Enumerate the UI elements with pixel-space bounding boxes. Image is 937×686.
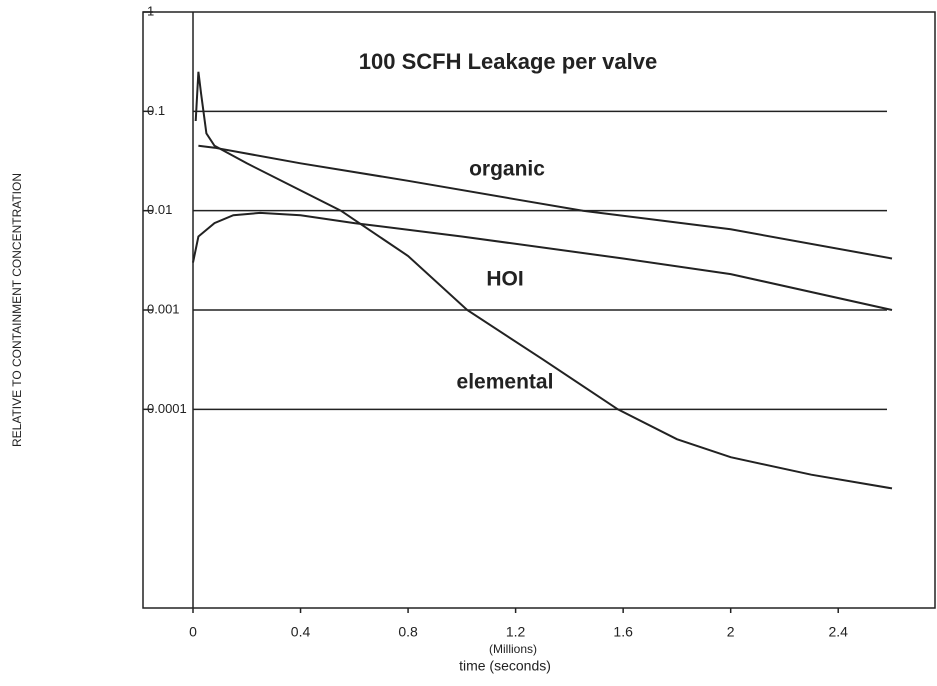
series-label: elemental bbox=[457, 371, 554, 394]
y-tick-label: 0.001 bbox=[147, 301, 180, 316]
y-tick-label: 1 bbox=[147, 3, 154, 18]
x-axis-label: time (seconds) bbox=[459, 658, 551, 674]
y-axis-label: RELATIVE TO CONTAINMENT CONCENTRATION bbox=[10, 173, 24, 447]
y-tick-label: 0.01 bbox=[147, 202, 172, 217]
x-tick-label: 2 bbox=[727, 624, 735, 640]
series-line bbox=[194, 71, 893, 490]
x-tick-label: 0 bbox=[189, 624, 197, 640]
x-tick-label: 0.8 bbox=[398, 624, 418, 640]
x-unit: (Millions) bbox=[489, 642, 537, 656]
x-tick-label: 1.6 bbox=[613, 624, 633, 640]
x-tick-label: 2.4 bbox=[828, 624, 848, 640]
chart-title: 100 SCFH Leakage per valve bbox=[359, 49, 657, 74]
x-tick-label: 1.2 bbox=[506, 624, 526, 640]
series-line bbox=[198, 144, 893, 260]
series-label: HOI bbox=[486, 268, 523, 291]
series-line bbox=[192, 211, 893, 311]
series-label: organic bbox=[469, 158, 545, 181]
y-tick-label: 0.1 bbox=[147, 103, 165, 118]
y-tick-label: 0.0001 bbox=[147, 401, 187, 416]
x-tick-label: 0.4 bbox=[291, 624, 311, 640]
